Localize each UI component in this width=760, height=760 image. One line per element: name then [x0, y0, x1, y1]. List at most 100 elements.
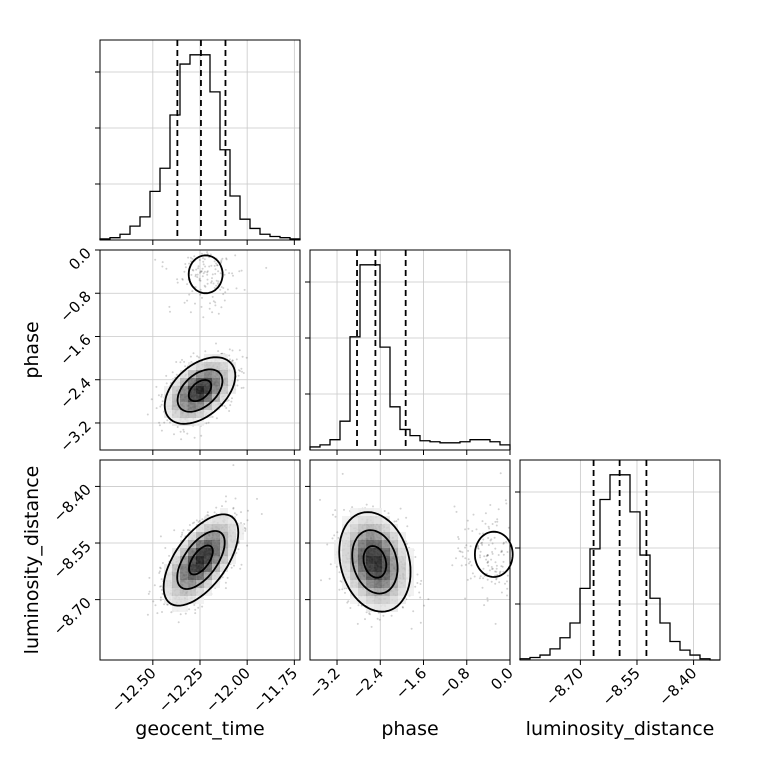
sample-point — [232, 507, 235, 510]
sample-point — [461, 555, 464, 558]
panel-frame — [99, 39, 301, 241]
density-phase-vs-luminosity-distance: −3.2 −2.4 −1.6 −0.8 0.0 — [305, 459, 517, 703]
sample-point — [179, 430, 182, 433]
sample-point — [214, 268, 217, 271]
density-cell — [406, 588, 414, 596]
sample-point — [483, 604, 486, 607]
sample-point — [372, 505, 374, 508]
sample-point — [405, 516, 408, 519]
sample-point — [479, 550, 482, 553]
density-cell — [196, 532, 204, 540]
sample-point — [194, 608, 197, 611]
sample-point — [460, 564, 463, 567]
sample-point — [256, 497, 258, 500]
density-cell — [172, 572, 180, 580]
density-cell — [358, 540, 366, 548]
sample-point — [339, 580, 342, 583]
sample-point — [164, 547, 167, 549]
sample-point — [154, 258, 157, 261]
sample-point — [338, 571, 341, 574]
sample-point — [506, 587, 509, 590]
sample-point — [217, 350, 220, 353]
sample-point — [481, 541, 484, 544]
density-cell — [196, 386, 204, 394]
sample-point — [219, 288, 222, 291]
sample-point — [192, 352, 195, 355]
density-cell — [358, 596, 366, 604]
sample-point — [234, 497, 237, 500]
density-cell — [374, 548, 382, 556]
sample-point — [207, 421, 210, 424]
sample-point — [478, 577, 481, 580]
density-cell — [334, 556, 342, 564]
sample-point — [459, 550, 462, 553]
contour-line — [176, 530, 226, 590]
sample-point — [468, 562, 470, 565]
sample-point — [190, 273, 193, 276]
sample-point — [231, 359, 234, 362]
sample-point — [209, 302, 211, 305]
sample-point — [243, 288, 246, 291]
density-cell — [196, 362, 204, 370]
density-cell — [220, 556, 228, 564]
sample-point — [479, 554, 481, 557]
sample-point — [349, 607, 352, 609]
sample-point — [194, 302, 196, 305]
density-cell — [172, 604, 180, 612]
density-cell — [212, 556, 220, 564]
density-cell — [204, 410, 212, 418]
density-cell — [228, 516, 236, 524]
density-cell — [350, 524, 358, 532]
density-cell — [374, 556, 382, 564]
sample-point — [179, 613, 182, 616]
sample-point — [220, 306, 223, 309]
sample-point — [211, 273, 214, 276]
sample-point — [238, 270, 241, 273]
sample-point — [471, 572, 474, 575]
x-tick-label: −3.2 — [305, 664, 343, 702]
density-cell — [188, 370, 196, 378]
sample-point — [239, 567, 242, 570]
density-cell — [342, 548, 350, 556]
sample-point — [341, 472, 344, 475]
sample-point — [159, 585, 162, 588]
sample-point — [184, 266, 187, 269]
sample-point — [481, 520, 484, 523]
density-cell — [374, 572, 382, 580]
sample-point — [387, 512, 390, 515]
density-cell — [358, 516, 366, 524]
sample-point — [188, 293, 191, 296]
sample-point — [483, 555, 486, 558]
sample-point — [180, 438, 183, 441]
density-cell — [398, 580, 406, 588]
sample-point — [198, 519, 201, 522]
sample-point — [181, 358, 183, 361]
sample-point — [153, 584, 156, 587]
sample-point — [236, 384, 239, 387]
density-cell — [342, 564, 350, 572]
sample-point — [204, 265, 207, 268]
sample-point — [464, 528, 467, 531]
sample-point — [179, 361, 182, 364]
sample-point — [346, 601, 349, 604]
sample-point — [199, 270, 202, 273]
sample-point — [199, 293, 202, 296]
histogram-geocent-time — [95, 39, 301, 245]
density-cell — [366, 596, 374, 604]
sample-point — [235, 287, 238, 290]
x-tick-label: −12.25 — [155, 664, 207, 716]
sample-point — [157, 394, 160, 397]
density-cell — [172, 556, 180, 564]
density-cell — [196, 394, 204, 402]
density-cell — [390, 572, 398, 580]
density-cell — [212, 386, 220, 394]
density-cell — [164, 572, 172, 580]
density-cell — [204, 564, 212, 572]
sample-point — [215, 262, 218, 265]
sample-point — [208, 265, 211, 268]
sample-point — [455, 557, 457, 560]
sample-point — [494, 622, 497, 625]
density-cell — [350, 532, 358, 540]
density-cell — [164, 580, 172, 588]
sample-point — [213, 264, 216, 267]
